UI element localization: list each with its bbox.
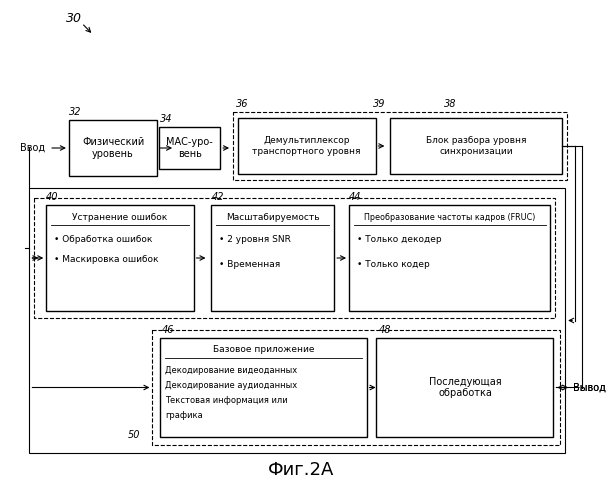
Text: МАС-уро-
вень: МАС-уро- вень [166, 137, 213, 159]
Bar [34, 198, 556, 318]
Text: Последующая
обработка: Последующая обработка [428, 377, 501, 398]
Text: 44: 44 [349, 192, 362, 202]
Text: • Только кодер: • Только кодер [357, 260, 430, 269]
Text: Текстовая информация или: Текстовая информация или [165, 396, 288, 405]
Text: Фиг.2A: Фиг.2A [267, 461, 334, 479]
Bar [233, 112, 567, 180]
Text: 30: 30 [65, 11, 82, 24]
Text: • Только декодер: • Только декодер [357, 235, 441, 244]
Text: Декодирование аудиоданных: Декодирование аудиоданных [165, 381, 297, 390]
Text: 32: 32 [69, 107, 82, 117]
Text: Масштабируемость: Масштабируемость [226, 213, 319, 222]
Text: 46: 46 [162, 325, 174, 335]
Text: Ввод: Ввод [20, 143, 45, 153]
Text: 50: 50 [128, 430, 140, 440]
Text: графика: графика [165, 411, 203, 420]
Bar [159, 127, 220, 169]
Bar [349, 205, 550, 311]
Text: 40: 40 [46, 192, 59, 202]
Bar [152, 330, 561, 445]
Bar [46, 205, 193, 311]
Bar [69, 120, 157, 176]
Bar [29, 188, 565, 453]
Text: • Обработка ошибок: • Обработка ошибок [54, 235, 152, 244]
Text: Декодирование видеоданных: Декодирование видеоданных [165, 366, 297, 375]
Bar [211, 205, 334, 311]
Bar [390, 118, 562, 174]
Text: Преобразование частоты кадров (FRUC): Преобразование частоты кадров (FRUC) [364, 213, 536, 222]
Bar [238, 118, 376, 174]
Text: 36: 36 [236, 99, 248, 109]
Text: Вывод: Вывод [573, 383, 606, 393]
Text: Физический
уровень: Физический уровень [82, 137, 144, 159]
Text: Демультиплексор
транспортного уровня: Демультиплексор транспортного уровня [252, 136, 361, 156]
Text: Устранение ошибок: Устранение ошибок [72, 213, 168, 222]
Text: • 2 уровня SNR: • 2 уровня SNR [219, 235, 291, 244]
Text: • Временная: • Временная [219, 260, 280, 269]
Text: Блок разбора уровня
синхронизации: Блок разбора уровня синхронизации [426, 136, 526, 156]
Text: 39: 39 [373, 99, 386, 109]
Bar [160, 338, 367, 437]
Text: 48: 48 [378, 325, 391, 335]
Text: Вывод: Вывод [573, 383, 606, 393]
Text: 38: 38 [444, 99, 456, 109]
Text: • Маскировка ошибок: • Маскировка ошибок [54, 255, 159, 264]
Text: 42: 42 [211, 192, 224, 202]
Bar [376, 338, 553, 437]
Text: Базовое приложение: Базовое приложение [213, 344, 314, 353]
Text: 34: 34 [160, 114, 172, 124]
